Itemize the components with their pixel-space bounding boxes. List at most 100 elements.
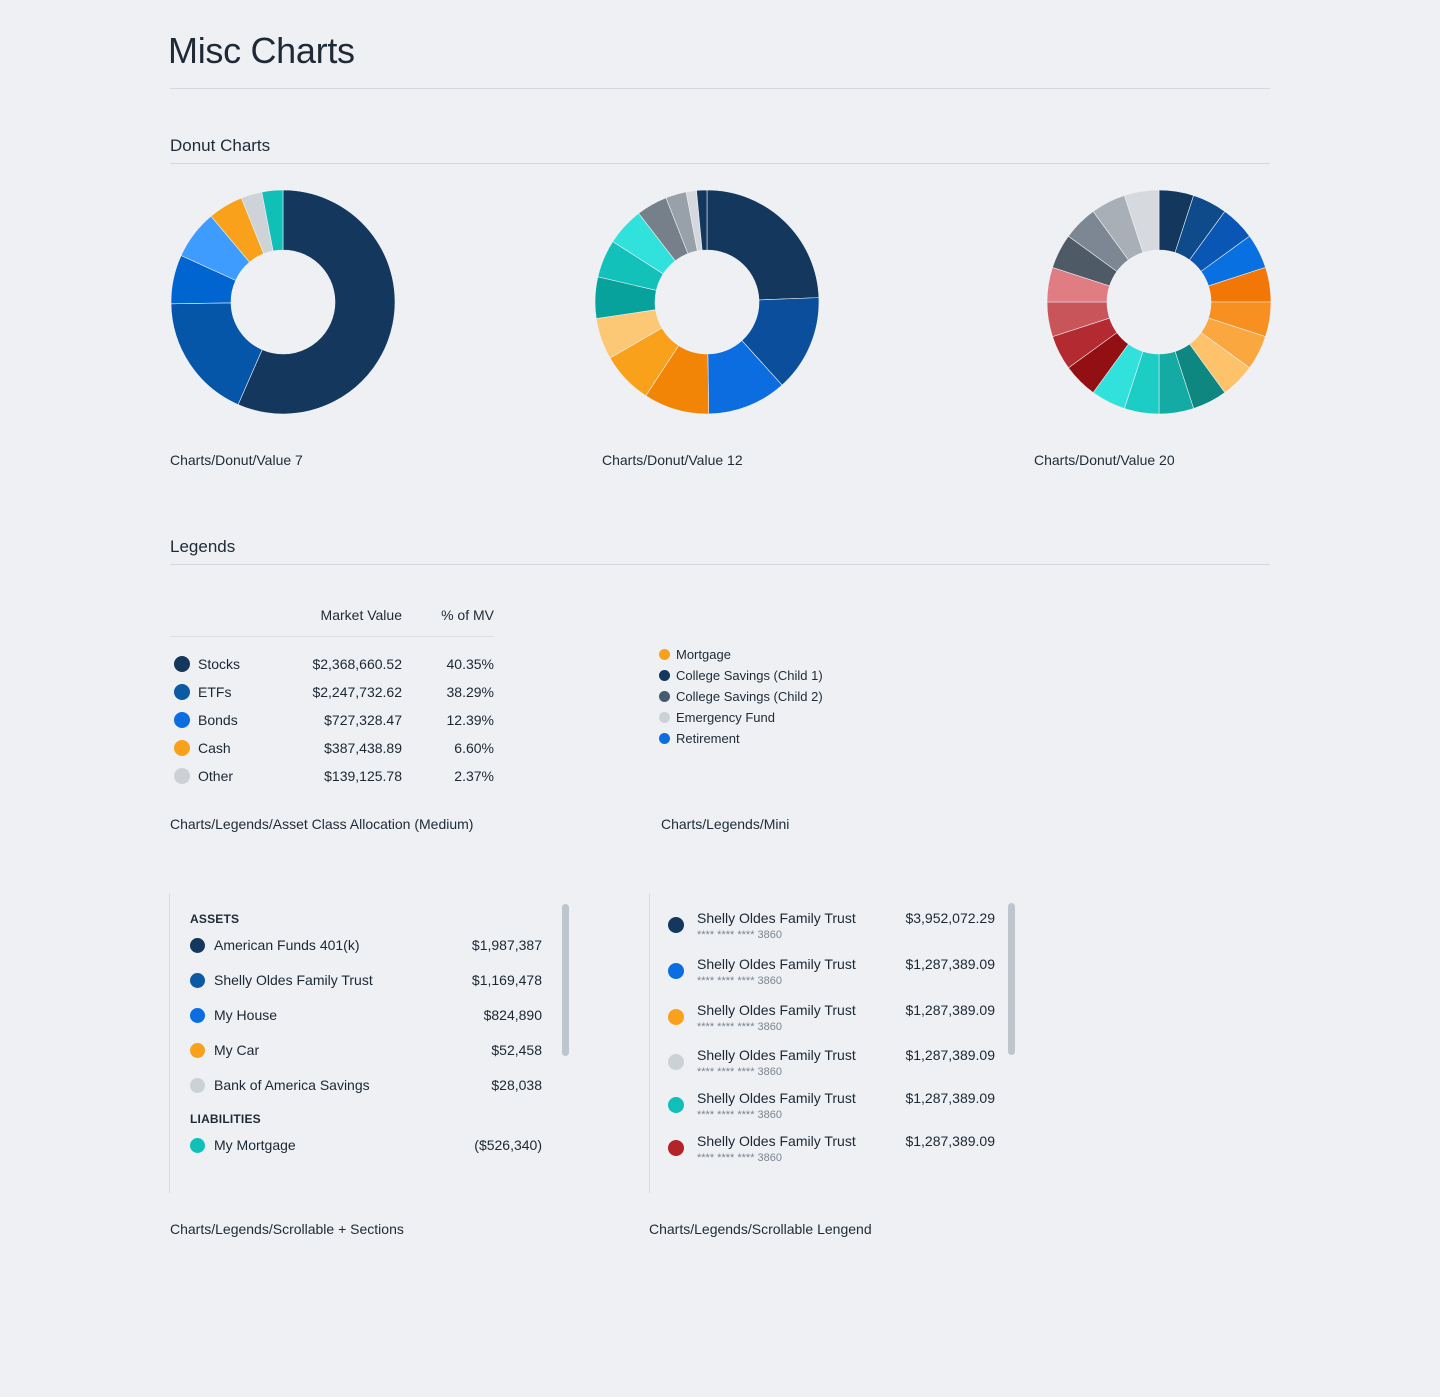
- scrollable-legend[interactable]: Shelly Oldes Family Trust **** **** **** …: [649, 893, 1020, 1193]
- legend-swatch: [659, 712, 670, 723]
- legend-label: ETFs: [198, 684, 232, 700]
- asset-value: $52,458: [491, 1042, 542, 1058]
- legend-market-value: $387,438.89: [324, 740, 402, 756]
- legend-swatch: [174, 768, 190, 784]
- donut-slice[interactable]: [261, 189, 284, 252]
- donut-slice[interactable]: [1124, 189, 1160, 253]
- legend-swatch: [174, 740, 190, 756]
- account-value: $1,287,389.09: [905, 956, 995, 972]
- legend-label: Retirement: [676, 731, 740, 746]
- account-row[interactable]: Shelly Oldes Family Trust **** **** **** …: [668, 956, 995, 990]
- donut-slice[interactable]: [696, 189, 708, 251]
- donut20-caption: Charts/Donut/Value 20: [1034, 452, 1175, 468]
- account-number: **** **** **** 3860: [697, 975, 783, 987]
- mini-legend-item[interactable]: Retirement: [659, 728, 823, 749]
- account-row[interactable]: Shelly Oldes Family Trust **** **** **** …: [668, 1133, 995, 1167]
- liabilities-section-label: LIABILITIES: [190, 1112, 261, 1126]
- account-value: $3,952,072.29: [905, 910, 995, 926]
- account-name: Shelly Oldes Family Trust: [697, 1090, 856, 1106]
- legend-swatch: [190, 972, 205, 988]
- legend-label: Bonds: [198, 712, 238, 728]
- legend-percent: 2.37%: [454, 768, 494, 784]
- legend-swatch: [668, 963, 684, 979]
- legend-swatch: [668, 1054, 684, 1070]
- account-number: **** **** **** 3860: [697, 1152, 783, 1164]
- asset-row[interactable]: Bank of America Savings $28,038: [190, 1077, 542, 1093]
- mini-caption: Charts/Legends/Mini: [661, 816, 790, 832]
- asset-value: $824,890: [483, 1007, 542, 1023]
- donut-section-divider: [170, 163, 1270, 164]
- donut12-caption: Charts/Donut/Value 12: [602, 452, 743, 468]
- liability-name: My Mortgage: [214, 1137, 296, 1153]
- scrollbar-thumb[interactable]: [562, 904, 569, 1056]
- mini-legend-item[interactable]: College Savings (Child 2): [659, 686, 823, 707]
- mini-legend: Mortgage College Savings (Child 1) College…: [659, 644, 823, 749]
- account-row[interactable]: Shelly Oldes Family Trust **** **** **** …: [668, 910, 995, 944]
- legend-row[interactable]: Stocks $2,368,660.52 40.35%: [170, 650, 494, 678]
- asset-name: My Car: [214, 1042, 260, 1058]
- legend-label: Cash: [198, 740, 231, 756]
- header-pct-mv: % of MV: [441, 607, 494, 623]
- legends-section-title: Legends: [170, 537, 236, 556]
- asset-name: Bank of America Savings: [214, 1077, 370, 1093]
- account-value: $1,287,389.09: [905, 1002, 995, 1018]
- account-number: **** **** **** 3860: [697, 929, 783, 941]
- legend-swatch: [190, 937, 205, 953]
- legend-label: Mortgage: [676, 647, 731, 662]
- legend-label: Emergency Fund: [676, 710, 775, 725]
- legend-market-value: $727,328.47: [324, 712, 402, 728]
- asset-row[interactable]: My Car $52,458: [190, 1042, 542, 1058]
- legend-swatch: [174, 684, 190, 700]
- legend-percent: 12.39%: [446, 712, 494, 728]
- asset-medium-caption: Charts/Legends/Asset Class Allocation (M…: [170, 816, 474, 832]
- asset-allocation-legend: Market Value % of MV Stocks $2,368,660.52…: [170, 600, 494, 790]
- account-name: Shelly Oldes Family Trust: [697, 1002, 856, 1018]
- legend-swatch: [668, 1140, 684, 1156]
- legend-swatch: [174, 712, 190, 728]
- account-row[interactable]: Shelly Oldes Family Trust **** **** **** …: [668, 1090, 995, 1124]
- donut-chart-20: [1046, 189, 1272, 415]
- account-number: **** **** **** 3860: [697, 1066, 783, 1078]
- account-row[interactable]: Shelly Oldes Family Trust **** **** **** …: [668, 1002, 995, 1036]
- legend-swatch: [668, 917, 684, 933]
- legend-row[interactable]: ETFs $2,247,732.62 38.29%: [170, 678, 494, 706]
- asset-value: $28,038: [491, 1077, 542, 1093]
- mini-legend-item[interactable]: College Savings (Child 1): [659, 665, 823, 686]
- account-number: **** **** **** 3860: [697, 1021, 783, 1033]
- legend-swatch: [190, 1137, 205, 1153]
- legend-market-value: $139,125.78: [324, 768, 402, 784]
- donut7-caption: Charts/Donut/Value 7: [170, 452, 303, 468]
- legend-label: College Savings (Child 2): [676, 689, 823, 704]
- legend-swatch: [659, 691, 670, 702]
- legend-row[interactable]: Other $139,125.78 2.37%: [170, 762, 494, 790]
- legend-row[interactable]: Cash $387,438.89 6.60%: [170, 734, 494, 762]
- legend-percent: 6.60%: [454, 740, 494, 756]
- legend-row[interactable]: Bonds $727,328.47 12.39%: [170, 706, 494, 734]
- liability-value: ($526,340): [474, 1137, 542, 1153]
- account-name: Shelly Oldes Family Trust: [697, 956, 856, 972]
- legend-label: College Savings (Child 1): [676, 668, 823, 683]
- legend-market-value: $2,247,732.62: [312, 684, 402, 700]
- mini-legend-item[interactable]: Mortgage: [659, 644, 823, 665]
- legend-swatch: [190, 1077, 205, 1093]
- asset-row[interactable]: My House $824,890: [190, 1007, 542, 1023]
- donut-chart-7: [170, 189, 396, 415]
- liability-row[interactable]: My Mortgage ($526,340): [190, 1137, 542, 1153]
- legend-swatch: [659, 670, 670, 681]
- legend-swatch: [190, 1042, 205, 1058]
- account-number: **** **** **** 3860: [697, 1109, 783, 1121]
- scrollbar-thumb[interactable]: [1008, 903, 1015, 1055]
- title-divider: [170, 88, 1270, 89]
- donut-slice[interactable]: [706, 189, 820, 301]
- mini-legend-item[interactable]: Emergency Fund: [659, 707, 823, 728]
- scrollable-sections-legend[interactable]: ASSETS LIABILITIES American Funds 401(k)…: [169, 893, 580, 1193]
- donut-slice[interactable]: [170, 302, 263, 405]
- account-row[interactable]: Shelly Oldes Family Trust **** **** **** …: [668, 1047, 995, 1081]
- asset-row[interactable]: American Funds 401(k) $1,987,387: [190, 937, 542, 953]
- account-name: Shelly Oldes Family Trust: [697, 1047, 856, 1063]
- legend-percent: 38.29%: [446, 684, 494, 700]
- assets-section-label: ASSETS: [190, 912, 240, 926]
- donut-slice[interactable]: [237, 189, 396, 415]
- legend-swatch: [668, 1097, 684, 1113]
- asset-row[interactable]: Shelly Oldes Family Trust $1,169,478: [190, 972, 542, 988]
